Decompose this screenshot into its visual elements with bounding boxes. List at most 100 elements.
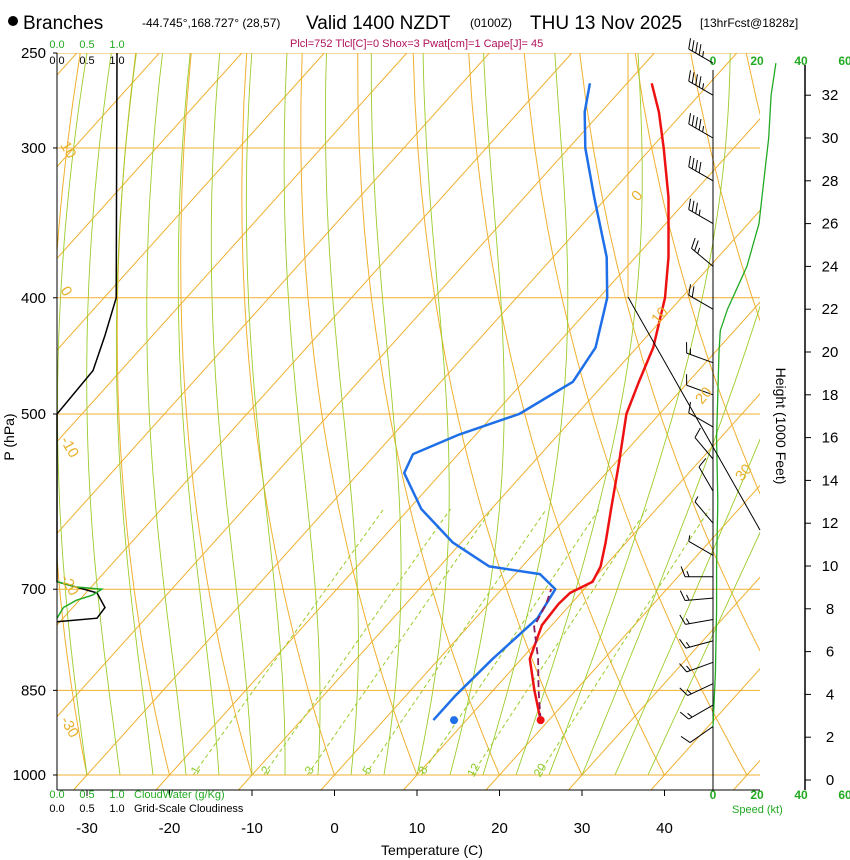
p-tick-label: 1000 — [13, 767, 46, 784]
wind-barb-flag — [688, 198, 692, 210]
cloudwater-scale-top-label: 0.0 — [49, 39, 64, 51]
isotherm-line — [650, 668, 760, 790]
mixing-ratio-line — [306, 508, 493, 776]
isotherm-label: -30 — [57, 714, 83, 741]
x-tick-label: 40 — [656, 820, 673, 837]
isotherm-label: 0 — [628, 187, 646, 204]
wind-barb-flag — [691, 157, 695, 169]
wind-barb — [686, 352, 714, 364]
dry-adiabat-line — [579, 53, 760, 652]
dry-adiabat-line — [802, 53, 850, 775]
moist-adiabat-line — [86, 53, 121, 776]
cloudiness-scale-top-label: 0.5 — [79, 55, 94, 67]
speed-label: Speed (kt) — [732, 804, 783, 816]
wind-barb — [687, 683, 714, 696]
wind-barb — [685, 640, 714, 649]
tropopause-line — [627, 296, 761, 531]
isotherm-line — [57, 53, 325, 351]
wind-barb-flag — [691, 286, 695, 298]
isotherm-line — [57, 53, 573, 626]
isotherm-line — [816, 53, 850, 790]
wind-barb — [691, 248, 714, 267]
height-tick-label: 32 — [822, 87, 839, 104]
header: Branches -44.745°,168.727° (28,57) Valid… — [8, 13, 798, 50]
wind-barb-flag — [697, 247, 701, 254]
wind-barb-flag — [702, 125, 705, 133]
wind-barb-flag — [679, 711, 690, 720]
wind-barb-flag — [688, 401, 692, 413]
p-tick-label: 500 — [21, 406, 46, 423]
x-tick-label: 20 — [491, 820, 508, 837]
height-tick-label: 24 — [822, 258, 839, 275]
height-tick-label: 22 — [822, 301, 839, 318]
isotherm-line — [485, 484, 760, 790]
isotherm-line — [320, 301, 760, 790]
wind-barb — [688, 412, 714, 428]
isotherm-label: 30 — [732, 461, 756, 485]
height-tick-label: 6 — [826, 644, 834, 661]
cloudiness-scale-bottom-label: 1.0 — [109, 803, 124, 815]
wind-barb-flag — [679, 614, 686, 625]
wind-barb-flag — [679, 638, 687, 649]
mixing-ratio-line — [192, 508, 385, 776]
wind-barb-flag — [694, 496, 699, 502]
height-tick-label: 14 — [822, 472, 839, 489]
speed-scale-bottom-label: 20 — [750, 788, 764, 802]
moist-adiabat-line — [482, 53, 569, 776]
isotherm-line — [238, 209, 760, 790]
speed-scale-bottom-label: 60 — [838, 788, 850, 802]
height-tick-label: 26 — [822, 216, 839, 233]
location-marker-icon — [8, 16, 18, 26]
wind-barb-flag — [691, 115, 695, 127]
dry-adiabat-line — [634, 53, 760, 495]
wind-barb — [688, 209, 714, 225]
moist-adiabat-line — [325, 53, 359, 776]
isotherm-line — [568, 576, 760, 790]
wind-barb-flag — [685, 641, 691, 648]
wind-barb-flag — [686, 689, 692, 695]
mixing-ratio-line — [538, 508, 711, 776]
wind-barb-flag — [688, 113, 692, 125]
wind-barb-flag — [698, 119, 702, 131]
wind-barb — [685, 619, 714, 625]
wind-barb — [688, 123, 714, 139]
moist-adiabat-line — [370, 53, 402, 776]
speed-scale-bottom-label: 0 — [710, 788, 717, 802]
isotherm-label: 20 — [692, 384, 716, 408]
sounding-stats: Plcl=752 Tlcl[C]=0 Shox=3 Pwat[cm]=1 Cap… — [290, 38, 543, 50]
wind-barb-flag — [698, 44, 702, 56]
mixing-ratio-label: 12 — [464, 761, 483, 780]
cloudwater-line — [56, 580, 105, 619]
parcel-line — [533, 588, 553, 721]
cloudwater-scale-bottom-label: 0.0 — [49, 789, 64, 801]
wind-barb — [688, 48, 714, 64]
wind-barb-flag — [695, 159, 698, 171]
speed-scale-top-label: 20 — [750, 54, 764, 68]
isotherm-line — [57, 53, 490, 535]
wind-barb — [694, 437, 714, 460]
height-tick-label: 20 — [822, 344, 839, 361]
moist-adiabat-line — [647, 531, 760, 776]
wind-barb-flag — [679, 590, 686, 601]
speed-scale-top-label: 60 — [838, 54, 850, 68]
dry-adiabat-line — [300, 53, 418, 776]
wind-barb-flag — [680, 566, 686, 577]
wind-barb-flag — [695, 74, 698, 86]
cloudwater-scale-top-label: 1.0 — [109, 39, 124, 51]
isotherm-label: 10 — [57, 139, 80, 162]
surface-temp-point — [536, 716, 545, 725]
wind-barb-flag — [688, 284, 692, 296]
cloudwater-scale-top-label: 0.5 — [79, 39, 94, 51]
wind-barb-flag — [680, 735, 691, 743]
isotherm-label: 0 — [57, 284, 76, 300]
isotherm-line — [155, 118, 760, 790]
moist-adiabat-line — [614, 438, 760, 776]
height-tick-label: 2 — [826, 729, 834, 746]
cloudiness-scale-bottom-label: 0.5 — [79, 803, 94, 815]
moist-adiabat-line — [548, 53, 731, 776]
wind-barb-flag — [691, 200, 695, 212]
wind-barb-flag — [691, 72, 695, 84]
height-axis-title: Height (1000 Feet) — [773, 368, 789, 485]
